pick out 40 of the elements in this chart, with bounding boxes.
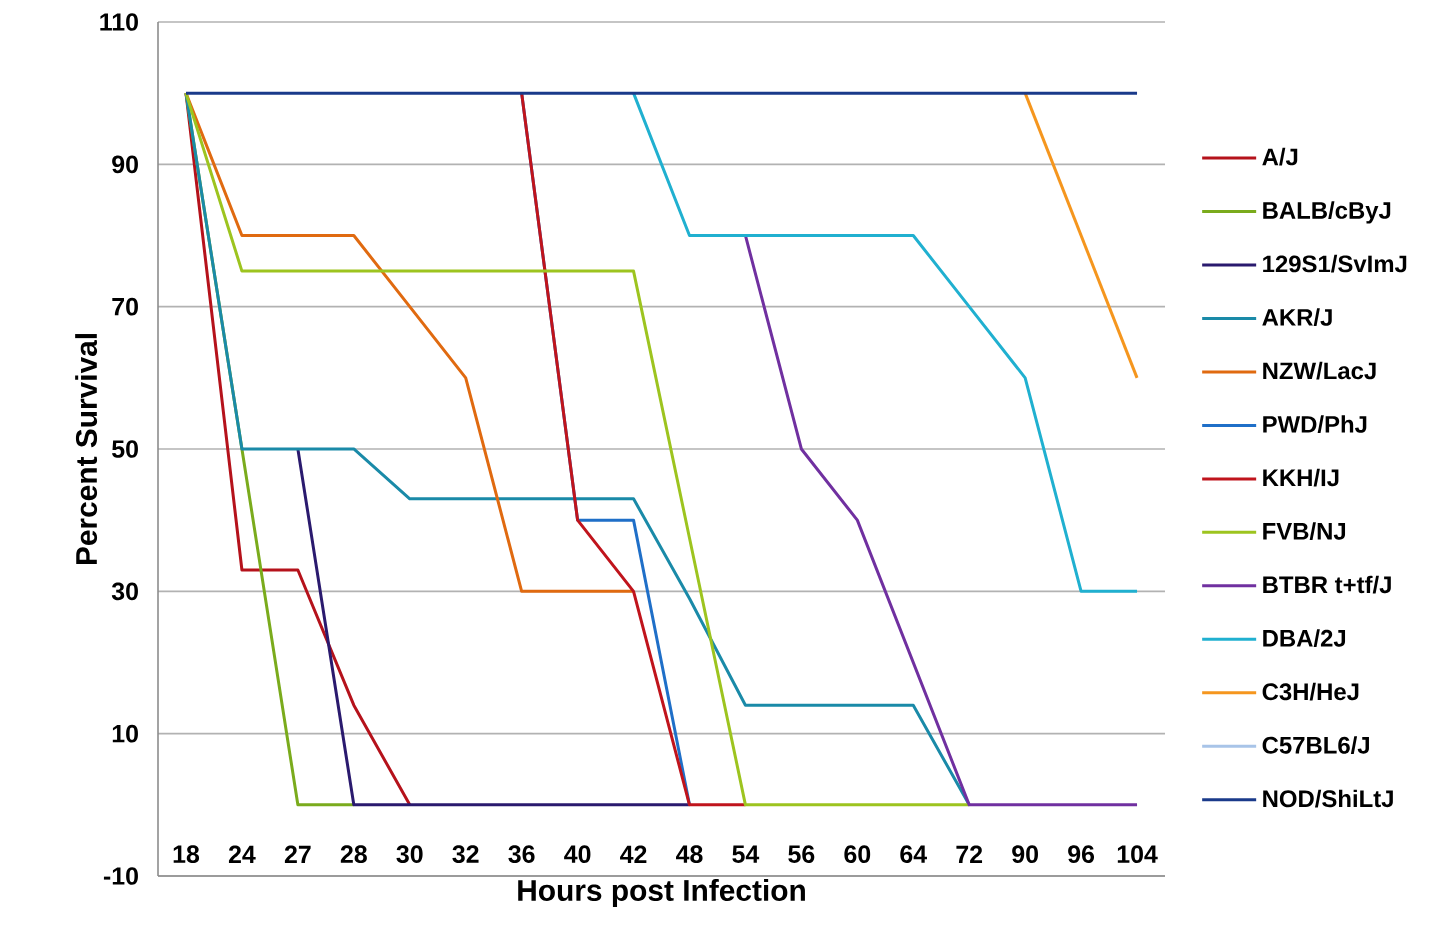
y-tick-label: 70	[112, 297, 138, 316]
legend-label: AKR/J	[1262, 308, 1332, 327]
x-tick-label: 36	[508, 845, 535, 863]
x-tick-label: 96	[1068, 845, 1095, 863]
x-tick-label: 104	[1117, 845, 1158, 863]
x-tick-label: 64	[900, 845, 927, 863]
y-axis-title: Percent Survival	[75, 334, 98, 565]
x-tick-label: 24	[228, 845, 256, 863]
legend-label: FVB/NJ	[1263, 522, 1346, 541]
legend-label: BTBR t+tf/J	[1263, 575, 1391, 594]
legend-label: NOD/ShiLtJ	[1263, 789, 1393, 808]
x-tick-label: 42	[620, 845, 647, 863]
y-tick-label: 50	[112, 440, 138, 458]
x-tick-label: 48	[676, 845, 703, 863]
legend-label: BALB/cByJ	[1263, 201, 1391, 224]
legend-label: A/J	[1262, 147, 1298, 166]
x-tick-label: 56	[788, 845, 815, 863]
x-tick-label: 72	[956, 845, 983, 863]
legend-label: NZW/LacJ	[1263, 361, 1376, 380]
x-tick-label: 30	[396, 845, 423, 863]
y-tick-label: 110	[100, 13, 138, 31]
legend-label: 129S1/SvImJ	[1263, 254, 1407, 273]
x-axis-title: Hours post Infection	[518, 879, 805, 907]
legend-label: C57BL6/J	[1262, 736, 1369, 754]
legend-label: KKH/IJ	[1263, 468, 1339, 487]
x-tick-label: 18	[173, 845, 200, 863]
x-tick-label: 40	[564, 845, 591, 863]
x-tick-label: 90	[1012, 845, 1038, 863]
y-tick-label: 30	[111, 582, 138, 601]
x-tick-label: 60	[844, 845, 871, 863]
legend-label: DBA/2J	[1263, 629, 1346, 647]
x-tick-label: 32	[452, 845, 479, 863]
y-tick-label: 90	[112, 155, 138, 174]
y-tick-label: -10	[103, 867, 138, 885]
x-tick-label: 27	[284, 845, 311, 863]
legend-label: PWD/PhJ	[1263, 415, 1367, 434]
x-tick-label: 28	[340, 845, 367, 863]
x-tick-label: 54	[732, 845, 760, 863]
legend-label: C3H/HeJ	[1262, 682, 1359, 701]
y-tick-label: 10	[112, 724, 138, 743]
